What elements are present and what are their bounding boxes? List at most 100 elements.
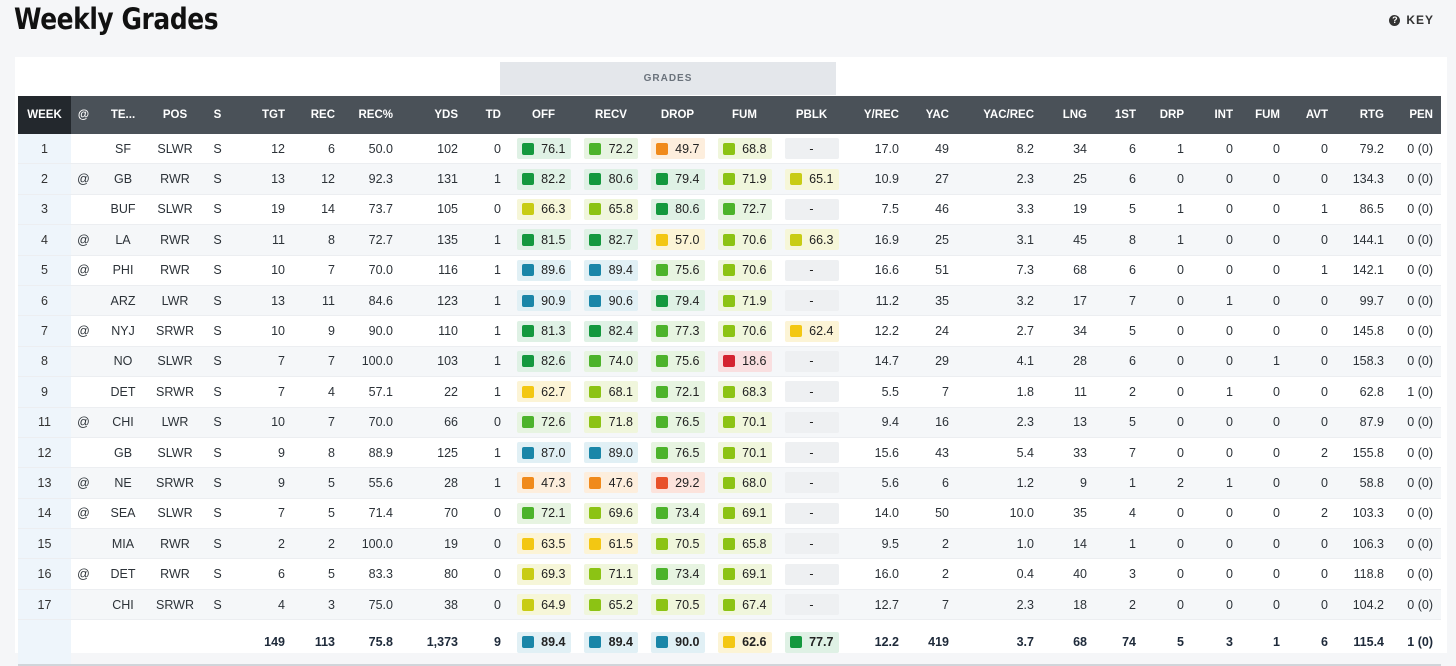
- grade-color-square: [521, 325, 534, 338]
- column-header-int[interactable]: INT: [1192, 96, 1241, 134]
- column-header-td[interactable]: TD: [466, 96, 509, 134]
- cell-recp: 70.0: [343, 407, 401, 438]
- cell-int: 0: [1192, 558, 1241, 590]
- grade-value: 75.6: [675, 354, 700, 369]
- cell-pos: SLWR: [150, 498, 200, 530]
- column-header-week[interactable]: WEEK: [18, 96, 71, 134]
- grade-color-square: [589, 507, 601, 520]
- cell-first: 5: [1095, 194, 1144, 226]
- cell-rtg: 134.3: [1336, 163, 1392, 195]
- table-body: 1 SF SLWR S 12 6 50.0 102 0 76.1 72.2 49.7 68.8-17.0…: [18, 134, 1441, 621]
- column-header-first[interactable]: 1ST: [1095, 96, 1144, 134]
- column-header-yacrec[interactable]: YAC/REC: [957, 96, 1042, 134]
- cell-first: 7: [1095, 285, 1144, 317]
- cell-pen: 0 (0): [1392, 134, 1441, 165]
- cell-drp: 1: [1144, 134, 1192, 165]
- cell-int: 1: [1192, 376, 1241, 408]
- cell-tgt: 7: [235, 498, 293, 530]
- cell-team: GB: [96, 437, 150, 469]
- key-button[interactable]: ? KEY: [1389, 13, 1434, 27]
- cell-avt: 0: [1288, 224, 1336, 256]
- column-header-s[interactable]: S: [200, 96, 235, 134]
- grade-color-square: [589, 355, 601, 368]
- cell-tgt: 2: [235, 528, 293, 560]
- grade-badge: 89.4: [584, 631, 638, 653]
- cell-yacrec: 1.2: [957, 467, 1042, 499]
- column-header-pen[interactable]: PEN: [1392, 96, 1441, 134]
- column-header-avt[interactable]: AVT: [1288, 96, 1336, 134]
- grade-color-square: [655, 507, 668, 520]
- cell-td: 0: [466, 589, 509, 621]
- column-header-drop[interactable]: DROP: [644, 96, 711, 134]
- grade-value: 79.4: [675, 172, 700, 187]
- cell-team: CHI: [96, 407, 150, 438]
- column-header-at[interactable]: @: [71, 96, 96, 134]
- cell-avt: 0: [1288, 163, 1336, 195]
- cell-yac: 419: [907, 619, 957, 666]
- grades-card: GRADES WEEK @ TE... POS S TGT REC REC% YDS TD OFF R…: [15, 57, 1447, 666]
- table-row: 17 CHI SRWR S 4 3 75.0 38 0 64.9 65.2 70.5 67.4-12.7…: [18, 589, 1441, 621]
- column-header-off[interactable]: OFF: [509, 96, 578, 134]
- cell-lng: 68: [1042, 619, 1095, 666]
- grade-badge: -: [784, 411, 839, 433]
- cell-at: [71, 437, 96, 469]
- grade-cell-recv: 47.6: [578, 467, 644, 499]
- cell-recp: 57.1: [343, 376, 401, 408]
- cell-rec: 9: [293, 315, 343, 347]
- column-header-pos[interactable]: POS: [150, 96, 200, 134]
- cell-yacrec: 3.7: [957, 619, 1042, 666]
- column-header-yrec[interactable]: Y/REC: [845, 96, 907, 134]
- column-header-rtg[interactable]: RTG: [1336, 96, 1392, 134]
- grade-cell-fum: 68.3: [711, 376, 778, 408]
- grade-value: 89.4: [541, 635, 566, 650]
- cell-pen: 1 (0): [1392, 376, 1441, 408]
- column-header-recv[interactable]: RECV: [578, 96, 644, 134]
- grade-cell-drop: 70.5: [644, 589, 711, 621]
- cell-yac: 27: [907, 163, 957, 195]
- cell-rec: 5: [293, 498, 343, 530]
- cell-at: [71, 589, 96, 621]
- cell-int: 1: [1192, 467, 1241, 499]
- column-header-recp[interactable]: REC%: [343, 96, 401, 134]
- column-header-tgt[interactable]: TGT: [235, 96, 293, 134]
- cell-week: 3: [18, 194, 71, 226]
- cell-tgt: 13: [235, 163, 293, 195]
- column-header-fum[interactable]: FUM: [711, 96, 778, 134]
- grade-badge: 72.2: [584, 138, 638, 160]
- cell-yac: 35: [907, 285, 957, 317]
- grade-value: 72.1: [675, 384, 700, 399]
- cell-tgt: 4: [235, 589, 293, 621]
- grade-value: 49.7: [675, 141, 700, 156]
- cell-at: @: [71, 407, 96, 438]
- column-header-fum2[interactable]: FUM: [1241, 96, 1288, 134]
- column-header-lng[interactable]: LNG: [1042, 96, 1095, 134]
- grade-badge: 29.2: [650, 472, 705, 494]
- column-header-yds[interactable]: YDS: [401, 96, 466, 134]
- cell-drp: 1: [1144, 194, 1192, 226]
- cell-pen: 0 (0): [1392, 285, 1441, 317]
- grade-cell-off: 82.6: [509, 346, 578, 378]
- grade-color-square: [655, 325, 668, 338]
- grade-badge: 69.1: [717, 563, 772, 585]
- column-header-team[interactable]: TE...: [96, 96, 150, 134]
- cell-yacrec: 2.7: [957, 315, 1042, 347]
- grade-badge: 47.6: [584, 472, 638, 494]
- cell-lng: 34: [1042, 315, 1095, 347]
- grade-cell-pblk: -: [778, 255, 845, 286]
- grade-badge: 70.5: [650, 594, 705, 616]
- grade-cell-fum: 70.1: [711, 437, 778, 469]
- grade-badge: 76.5: [650, 442, 705, 464]
- cell-lng: 25: [1042, 163, 1095, 195]
- grade-badge: 62.7: [516, 381, 571, 403]
- cell-at: [71, 134, 96, 165]
- grade-value: 62.6: [742, 635, 767, 650]
- column-header-pblk[interactable]: PBLK: [778, 96, 845, 134]
- cell-yds: 125: [401, 437, 466, 469]
- column-header-yac[interactable]: YAC: [907, 96, 957, 134]
- grade-color-square: [589, 325, 601, 338]
- column-header-drp[interactable]: DRP: [1144, 96, 1192, 134]
- grade-value: 71.9: [742, 172, 767, 187]
- cell-pen: 0 (0): [1392, 163, 1441, 195]
- cell-td: 1: [466, 285, 509, 317]
- column-header-rec[interactable]: REC: [293, 96, 343, 134]
